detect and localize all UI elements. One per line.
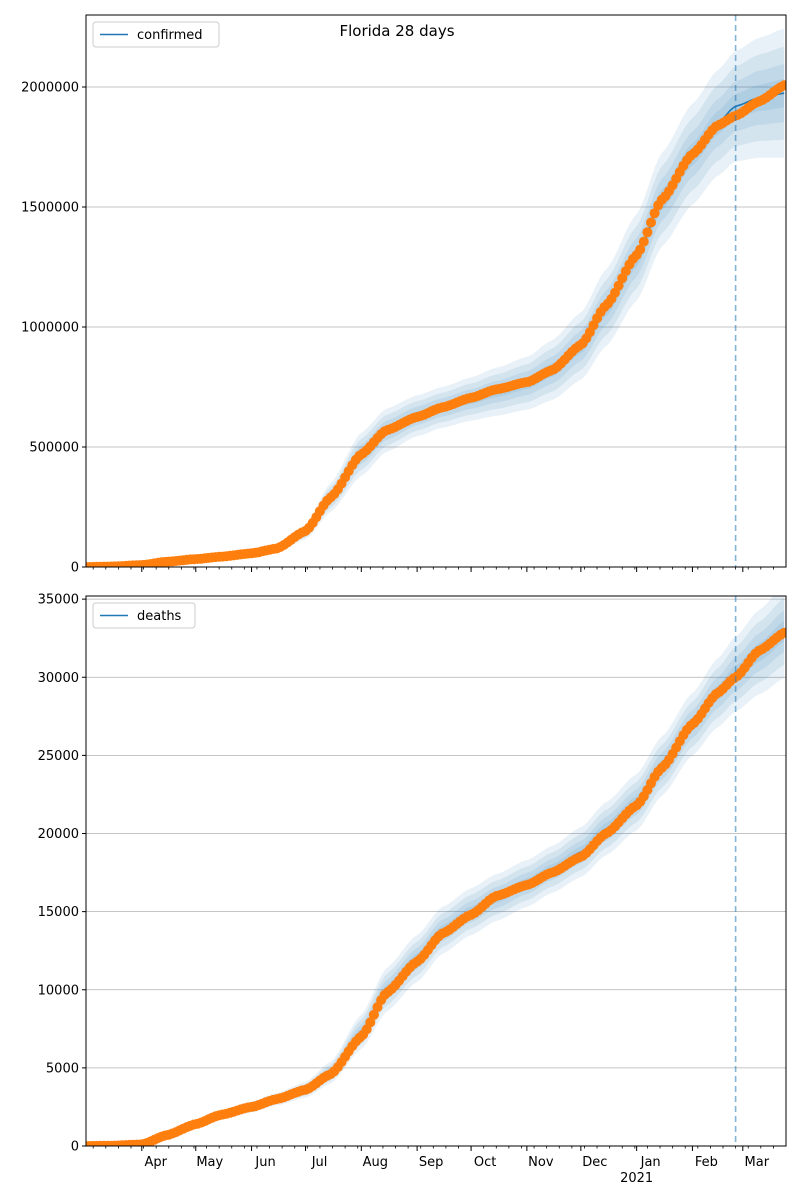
y-tick-label-0: 0 [71,1140,79,1155]
legend: confirmed [92,21,220,48]
x-tick-label-5: Sep [419,1155,444,1170]
x-year-label: 2021 [620,1171,653,1186]
y-tick-label-1: 5000 [46,1061,79,1076]
y-tick-label-5: 25000 [38,749,79,764]
observation-point-155 [638,236,649,247]
observation-point-157 [646,217,656,228]
x-tick-label-6: Oct [474,1155,496,1170]
figure-title: Florida 28 days [339,22,454,40]
x-tick-label-8: Dec [582,1155,607,1170]
legend-box [92,21,220,48]
plot-area [86,596,786,1146]
y-tick-label-0: 0 [71,561,79,576]
plot-area [86,28,786,567]
observation-point-194 [779,627,786,638]
x-tick-label-3: Jul [311,1155,328,1170]
x-tick-label-9: Jan [640,1155,661,1170]
y-tick-label-2: 1000000 [21,321,79,336]
y-tick-label-6: 30000 [38,671,79,686]
confirmed-band-0 [86,28,785,567]
observation-point-148 [613,280,624,291]
observation-point-156 [642,227,653,238]
y-tick-label-1: 500000 [29,441,79,456]
y-tick-label-4: 20000 [38,827,79,842]
x-tick-label-0: Apr [145,1155,168,1170]
observed-deaths-points [86,627,786,1146]
legend-label: confirmed [137,28,203,43]
axes-frame [85,14,787,568]
observation-point-80 [368,1009,379,1020]
y-tick-label-3: 1500000 [21,201,79,216]
y-tick-label-3: 15000 [38,905,79,920]
confirmed-band-1 [86,46,785,567]
legend: deaths [92,602,196,629]
x-tick-label-10: Feb [695,1155,718,1170]
x-tick-label-4: Aug [363,1155,388,1170]
confirmed-panel: 0 500000 1000000 1500000 2000000 confirmed [21,14,787,576]
observation-point-79 [365,1017,376,1028]
y-tick-label-4: 2000000 [21,81,79,96]
observation-point-158 [649,208,660,219]
axes-frame [85,595,787,1147]
y-tick-label-2: 10000 [38,983,79,998]
y-tick-label-7: 35000 [38,593,79,608]
x-tick-label-1: May [196,1155,223,1170]
legend-box [92,602,196,629]
observation-point-154 [635,244,646,255]
legend-label: deaths [137,609,182,624]
x-tick-label-2: Jun [254,1155,275,1170]
deaths-panel: 0 5000 10000 15000 20000 25000 30000 35000 Apr Ma… [38,593,787,1186]
x-tick-label-11: Mar [745,1155,770,1170]
confirmed-band-2 [86,64,785,567]
observation-point-194 [779,80,786,91]
x-tick-label-7: Nov [528,1155,554,1170]
